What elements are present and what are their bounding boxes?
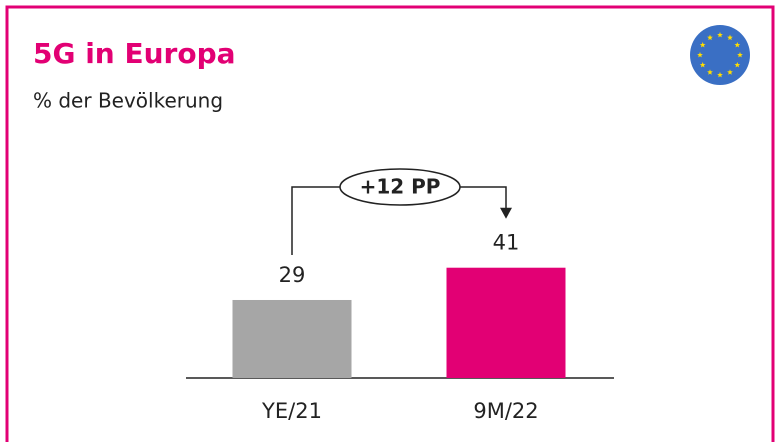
flag-stars	[697, 32, 743, 78]
chart-title: 5G in Europa	[33, 37, 236, 70]
star	[699, 62, 706, 68]
connector	[460, 186, 507, 210]
eu-flag	[690, 25, 750, 85]
value-label: 41	[493, 231, 520, 255]
star	[734, 62, 741, 68]
star	[697, 52, 703, 58]
connector	[291, 186, 340, 255]
star	[737, 52, 743, 58]
x-tick-label: 9M/22	[473, 399, 538, 423]
star	[717, 72, 723, 78]
arrow-head	[500, 207, 512, 219]
star	[727, 69, 733, 75]
value-label: 29	[279, 263, 306, 287]
star	[717, 32, 723, 38]
bar	[232, 299, 352, 378]
chart-subtitle: % der Bevölkerung	[33, 89, 223, 113]
bar	[446, 267, 566, 378]
flag-circle	[690, 25, 750, 85]
x-tick-label: YE/21	[261, 399, 322, 423]
annotation-box	[339, 168, 461, 206]
star	[707, 34, 713, 41]
star	[707, 69, 713, 75]
annotation: +12 PP	[360, 175, 441, 199]
star	[699, 42, 706, 48]
star	[727, 34, 733, 41]
star	[734, 42, 741, 48]
frame	[5, 5, 775, 442]
